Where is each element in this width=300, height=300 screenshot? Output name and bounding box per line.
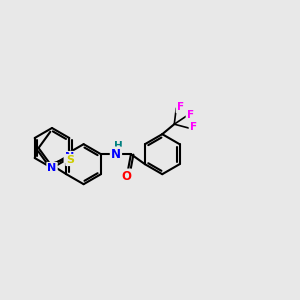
Text: F: F (190, 122, 197, 132)
Text: N: N (47, 163, 57, 173)
Text: H: H (114, 141, 122, 151)
Text: N: N (111, 148, 121, 161)
Text: F: F (177, 102, 184, 112)
Text: N: N (65, 152, 74, 162)
Text: S: S (66, 155, 74, 165)
Text: F: F (187, 110, 194, 120)
Text: O: O (121, 170, 131, 183)
